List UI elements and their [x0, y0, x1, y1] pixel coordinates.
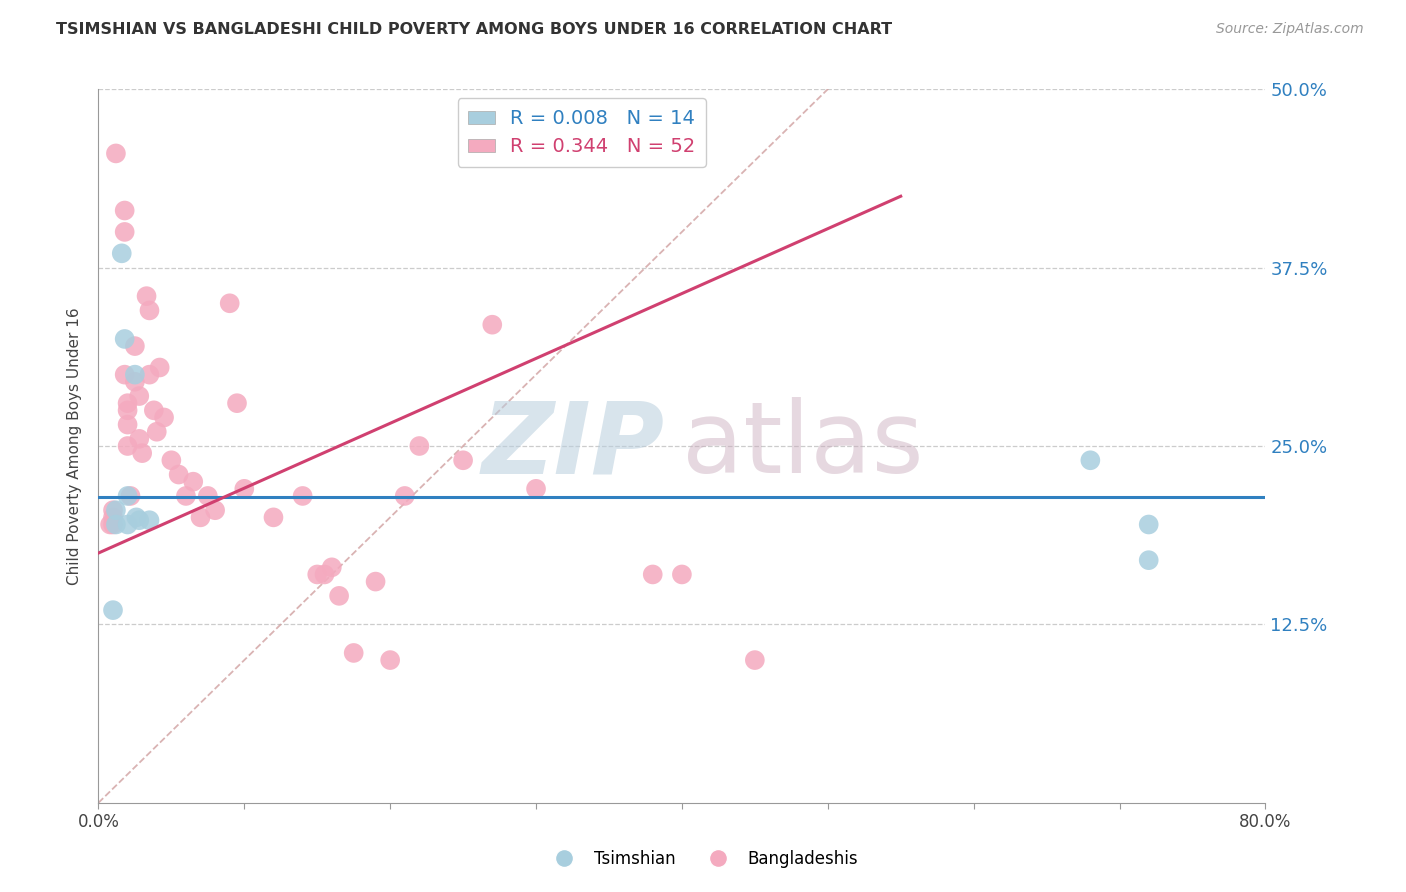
Point	[117, 517, 139, 532]
Legend: Tsimshian, Bangladeshis: Tsimshian, Bangladeshis	[541, 844, 865, 875]
Point	[128, 389, 150, 403]
Point	[101, 510, 124, 524]
Point	[138, 513, 160, 527]
Point	[101, 517, 124, 532]
Point	[641, 567, 664, 582]
Point	[114, 225, 136, 239]
Point	[262, 510, 284, 524]
Point	[117, 403, 139, 417]
Point	[378, 653, 402, 667]
Point	[104, 517, 127, 532]
Point	[408, 439, 430, 453]
Point	[190, 510, 212, 524]
Point	[138, 303, 160, 318]
Point	[114, 368, 136, 382]
Point	[120, 489, 142, 503]
Legend: R = 0.008   N = 14, R = 0.344   N = 52: R = 0.008 N = 14, R = 0.344 N = 52	[457, 98, 706, 167]
Text: Source: ZipAtlas.com: Source: ZipAtlas.com	[1216, 22, 1364, 37]
Point	[114, 203, 136, 218]
Point	[671, 567, 693, 582]
Point	[160, 453, 183, 467]
Point	[481, 318, 503, 332]
Point	[101, 603, 124, 617]
Point	[307, 567, 329, 582]
Point	[233, 482, 256, 496]
Point	[104, 503, 127, 517]
Point	[98, 517, 121, 532]
Point	[135, 289, 157, 303]
Point	[197, 489, 219, 503]
Point	[343, 646, 366, 660]
Text: atlas: atlas	[682, 398, 924, 494]
Point	[104, 146, 127, 161]
Point	[124, 339, 146, 353]
Point	[167, 467, 190, 482]
Point	[131, 446, 153, 460]
Y-axis label: Child Poverty Among Boys Under 16: Child Poverty Among Boys Under 16	[67, 307, 83, 585]
Point	[314, 567, 336, 582]
Point	[451, 453, 474, 467]
Point	[364, 574, 387, 589]
Point	[218, 296, 240, 310]
Point	[149, 360, 172, 375]
Point	[1137, 553, 1160, 567]
Point	[117, 396, 139, 410]
Point	[1080, 453, 1102, 467]
Point	[174, 489, 197, 503]
Point	[142, 403, 165, 417]
Point	[181, 475, 204, 489]
Point	[146, 425, 169, 439]
Point	[117, 489, 139, 503]
Point	[114, 332, 136, 346]
Point	[524, 482, 547, 496]
Point	[101, 503, 124, 517]
Point	[226, 396, 249, 410]
Point	[321, 560, 343, 574]
Point	[291, 489, 314, 503]
Point	[124, 375, 146, 389]
Point	[394, 489, 416, 503]
Point	[111, 246, 134, 260]
Point	[117, 417, 139, 432]
Text: TSIMSHIAN VS BANGLADESHI CHILD POVERTY AMONG BOYS UNDER 16 CORRELATION CHART: TSIMSHIAN VS BANGLADESHI CHILD POVERTY A…	[56, 22, 893, 37]
Point	[125, 510, 148, 524]
Point	[744, 653, 766, 667]
Point	[153, 410, 176, 425]
Point	[204, 503, 226, 517]
Point	[128, 432, 150, 446]
Text: ZIP: ZIP	[481, 398, 665, 494]
Point	[128, 513, 150, 527]
Point	[1137, 517, 1160, 532]
Point	[138, 368, 160, 382]
Point	[117, 439, 139, 453]
Point	[124, 368, 146, 382]
Point	[328, 589, 350, 603]
